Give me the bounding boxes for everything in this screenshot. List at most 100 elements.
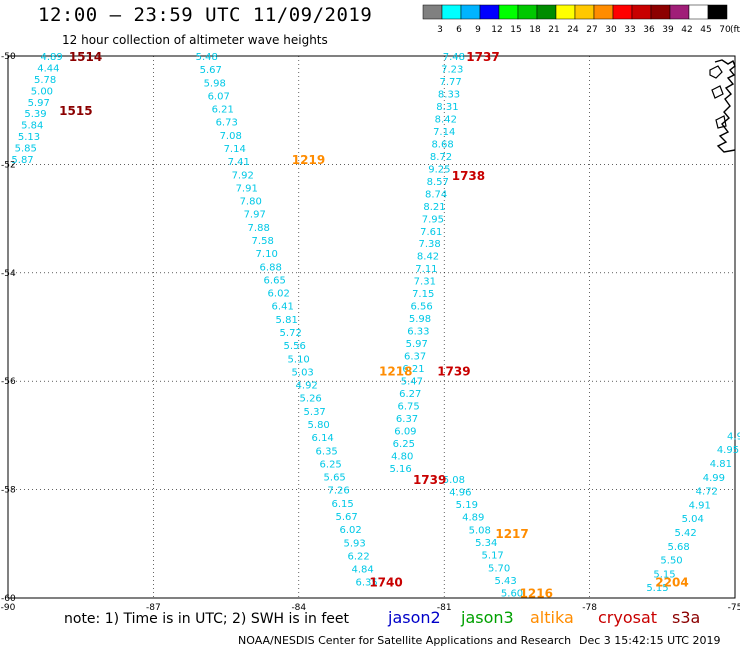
legend-tick-label: 36 [643, 25, 655, 35]
wave-height-value: 5.67 [200, 65, 222, 76]
legend-tick-label: 9 [475, 25, 481, 35]
wave-height-value: 4.72 [696, 487, 718, 498]
pass-time-label: 1738 [452, 169, 485, 183]
wave-height-value: 4.99 [703, 473, 725, 484]
pass-time-label: 1514 [69, 50, 102, 64]
legend-tick-label: 21 [548, 25, 559, 35]
wave-height-value: 5.78 [34, 75, 56, 86]
wave-height-value: 6.25 [320, 459, 342, 470]
wave-height-value: 7.31 [414, 277, 436, 288]
wave-height-value: 4.92 [296, 381, 318, 392]
wave-height-value: 5.98 [409, 314, 431, 325]
legend-tick-label: 24 [567, 25, 579, 35]
wave-height-value: 5.26 [300, 394, 322, 405]
wave-height-value: 5.19 [456, 500, 478, 511]
wave-height-value: 4.80 [391, 451, 413, 462]
legend-tick-label: 12 [491, 25, 502, 35]
wave-height-value: 6.35 [356, 578, 378, 589]
lat-tick-label: -60 [1, 594, 16, 604]
wave-height-value: 4.89 [462, 513, 484, 524]
lat-tick-label: -52 [1, 160, 16, 170]
wave-height-value: 7.95 [422, 214, 444, 225]
wave-height-value: 5.65 [324, 473, 346, 484]
legend-tick-label: 42 [681, 25, 692, 35]
wave-height-value: 7.58 [252, 236, 274, 247]
footnote: note: 1) Time is in UTC; 2) SWH is in fe… [64, 611, 350, 627]
wave-height-value: 9.25 [428, 164, 450, 175]
wave-height-value: 4.95 [717, 445, 739, 456]
wave-height-value: 8.42 [435, 114, 457, 125]
wave-height-value: 5.10 [288, 354, 310, 365]
wave-height-value: 5.15 [646, 583, 668, 594]
wave-height-value: 6.75 [398, 402, 420, 413]
lon-tick-label: -75 [728, 603, 740, 613]
wave-height-value: 8.31 [436, 102, 458, 113]
wave-height-value: 6.35 [316, 446, 338, 457]
pass-time-label: 1216 [520, 587, 553, 601]
wave-height-value: 5.98 [204, 78, 226, 89]
wave-height-value: 5.34 [475, 538, 497, 549]
wave-height-value: 6.73 [216, 118, 238, 129]
mission-s3a: s3a [672, 608, 701, 627]
legend-tick-label: 18 [529, 25, 541, 35]
lon-tick-label: -90 [1, 603, 16, 613]
wave-height-value: 6.41 [272, 302, 294, 313]
wave-height-value: 5.56 [284, 341, 306, 352]
mission-altika: altika [530, 608, 574, 627]
mission-jason3: jason3 [461, 608, 514, 627]
mission-cryosat: cryosat [598, 608, 658, 627]
wave-height-value: 5.93 [344, 538, 366, 549]
wave-height-value: 8.57 [427, 177, 449, 188]
pass-time-label: 1737 [466, 50, 499, 64]
legend-tick-label: 33 [624, 25, 635, 35]
wave-height-value: 4.9 [727, 431, 740, 442]
pass-time-label: 1740 [369, 576, 402, 590]
legend-tick-label: 30 [605, 25, 617, 35]
wave-height-value: 7.38 [419, 239, 441, 250]
wave-height-value: 5.08 [469, 525, 491, 536]
wave-height-value: 7.41 [228, 157, 250, 168]
lat-tick-label: -58 [1, 486, 16, 496]
wave-height-value: 5.60 [501, 589, 523, 600]
legend-tick-label: 27 [586, 25, 597, 35]
wave-height-value: 7.14 [224, 144, 246, 155]
wave-height-value: 6.21 [402, 364, 424, 375]
wave-height-value: 4.81 [710, 459, 732, 470]
wave-height-value: 7.97 [244, 210, 266, 221]
wave-height-value: 8.33 [438, 89, 460, 100]
wave-height-value: 8.42 [417, 252, 439, 263]
wave-height-value: 6.09 [394, 426, 416, 437]
pass-time-label: 1739 [413, 473, 446, 487]
wave-height-value: 7.88 [248, 223, 270, 234]
wave-height-value: 4.89 [40, 52, 62, 63]
wave-height-value: 7.10 [256, 249, 278, 260]
wave-height-value: 4.96 [449, 487, 471, 498]
legend-tick-label: 70 [719, 25, 731, 35]
pass-time-label: 1739 [437, 364, 470, 378]
wave-height-value: 5.08 [443, 475, 465, 486]
wave-height-value: 5.39 [24, 109, 46, 120]
legend-tick-label: 15 [510, 25, 521, 35]
lon-tick-label: -84 [291, 603, 306, 613]
wave-height-value: 8.21 [423, 202, 445, 213]
wave-height-value: 6.37 [404, 352, 426, 363]
wave-height-value: 6.07 [208, 91, 230, 102]
wave-height-value: 7.92 [232, 170, 254, 181]
coastline-islands [709, 65, 727, 129]
wave-height-value: 5.80 [308, 420, 330, 431]
wave-height-value: 5.17 [482, 551, 504, 562]
footer-timestamp: Dec 3 15:42:15 UTC 2019 [579, 634, 721, 647]
footer-credit: NOAA/NESDIS Center for Satellite Applica… [238, 634, 572, 647]
wave-height-value: 7.14 [433, 127, 455, 138]
wave-height-value: 7.61 [420, 227, 442, 238]
wave-height-value: 8.72 [430, 152, 452, 163]
wave-height-value: 7.15 [412, 289, 434, 300]
wave-height-value: 5.43 [494, 576, 516, 587]
wave-height-value: 6.02 [340, 525, 362, 536]
wave-height-value: 7.11 [415, 264, 437, 275]
pass-time-label: 1218 [379, 364, 412, 378]
wave-height-value: 6.27 [399, 389, 421, 400]
wave-height-value: 6.15 [332, 499, 354, 510]
